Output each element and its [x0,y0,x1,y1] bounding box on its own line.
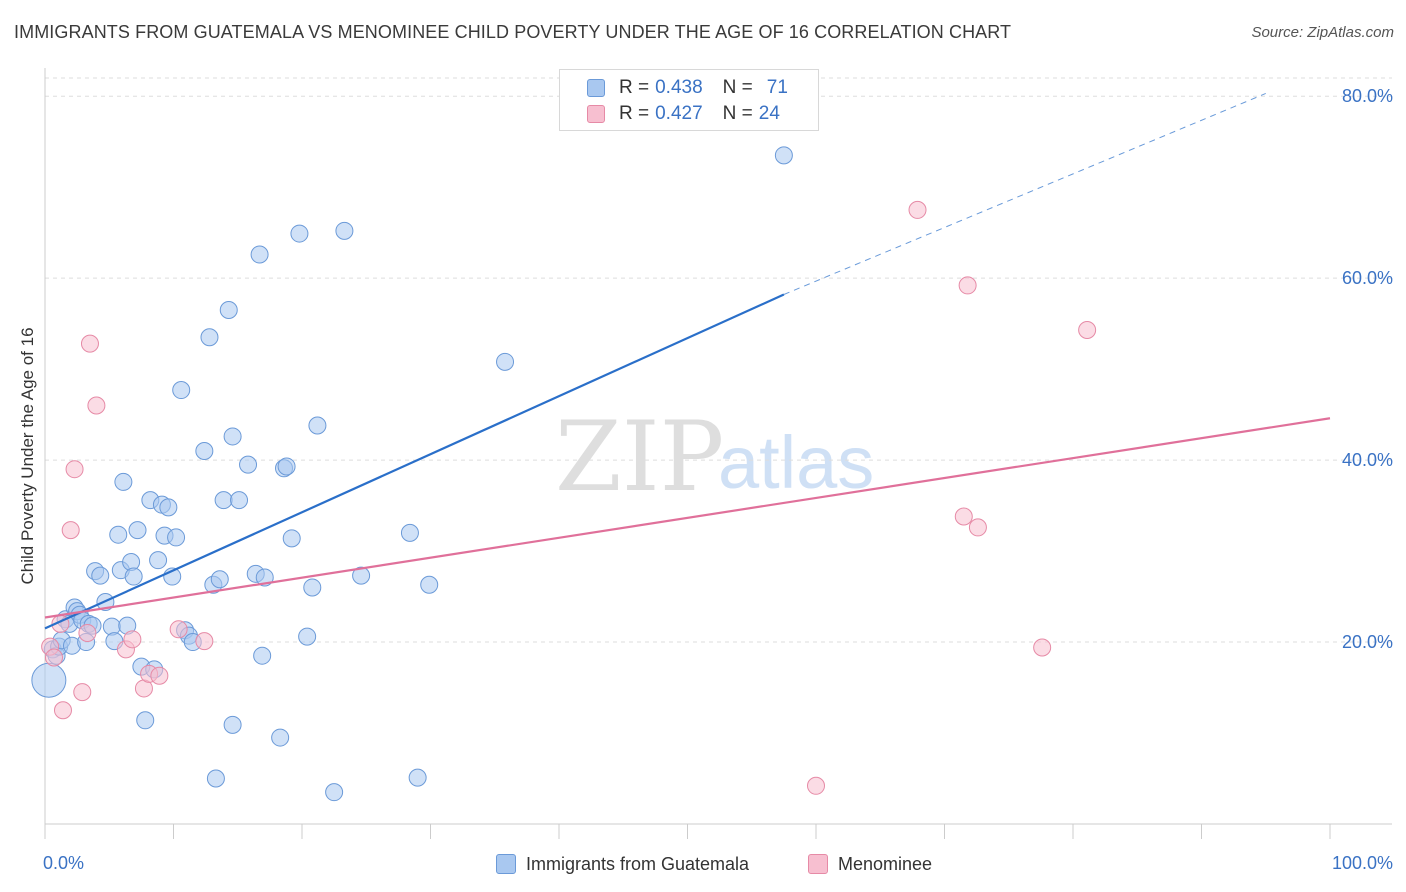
guatemala-point [128,521,147,540]
guatemala-point [400,523,419,542]
guatemala-point [298,627,317,646]
chart-title: IMMIGRANTS FROM GUATEMALA VS MENOMINEE C… [14,22,1012,42]
bottom-legend-label: Menominee [838,853,933,874]
guatemala-point [352,566,371,585]
menominee-point [1033,638,1052,657]
guatemala-point [239,455,258,474]
menominee-point [87,396,106,415]
bottom-legend-swatch-pink [808,854,828,874]
guatemala-point [167,528,186,547]
menominee-point [65,460,84,479]
guatemala-point [223,715,242,734]
legend-row-menominee: R = 0.427 N = 24 [560,101,780,127]
guatemala-point [335,221,354,240]
menominee-point [968,518,987,537]
guatemala-point [290,224,309,243]
guatemala-point [496,352,515,371]
y-tick-label: 60.0% [1342,268,1393,288]
menominee-point [954,507,973,526]
legend-r-label: R = [619,77,650,98]
legend-row-guatemala: R = 0.438 N = 71 [560,75,788,101]
legend-swatch-blue [587,79,605,97]
guatemala-point [774,146,793,165]
legend-r-value: 0.427 [655,103,703,124]
menominee-point [908,200,927,219]
menominee-point [150,666,169,685]
guatemala-point [250,245,269,264]
menominee-point [78,623,97,642]
guatemala-point [219,300,238,319]
bottom-legend-label: Immigrants from Guatemala [526,853,750,874]
guatemala-point [408,768,427,787]
menominee-point [44,648,63,667]
menominee-point [73,683,92,702]
guatemala-point [109,525,128,544]
menominee-trend-line [44,417,1331,619]
guatemala-point [200,328,219,347]
guatemala-point [31,662,67,698]
y-tick-label: 20.0% [1342,632,1393,652]
guatemala-point [91,566,110,585]
guatemala-point [149,551,168,570]
menominee-point [958,276,977,295]
menominee-point [123,630,142,649]
menominee-point [53,701,72,720]
menominee-point [807,776,825,795]
guatemala-point [172,381,191,400]
guatemala-point [159,498,178,517]
source-label: Source: ZipAtlas.com [1251,24,1394,41]
guatemala-point [303,578,322,597]
guatemala-point [114,472,133,491]
guatemala-trend-extension [783,93,1266,295]
guatemala-point [206,769,225,788]
menominee-point [80,334,99,353]
guatemala-point [282,529,301,548]
guatemala-point [271,728,290,747]
menominee-point [195,632,214,651]
x-tick-label-max: 100.0% [1332,853,1393,873]
correlation-legend: R = 0.438 N = 71 R = 0.427 N = 24 [559,69,819,131]
guatemala-point [210,570,229,589]
legend-r-value: 0.438 [655,77,703,98]
guatemala-point [230,491,249,510]
legend-n-value: 24 [758,103,780,124]
guatemala-point [214,491,233,510]
watermark-atlas: atlas [718,421,874,504]
guatemala-trend-line [44,293,785,630]
legend-n-label: N = [722,77,753,98]
bottom-legend-menominee: Menominee [808,851,932,877]
guatemala-point [253,646,272,665]
watermark-zip: ZIP [555,401,724,513]
guatemala-point [277,457,296,476]
legend-n-label: N = [722,103,753,124]
guatemala-point [325,783,344,802]
guatemala-point [195,442,214,460]
guatemala-point [420,575,439,594]
guatemala-point [308,416,327,435]
x-tick-label-min: 0.0% [43,853,84,873]
guatemala-point [136,711,155,730]
y-tick-label: 80.0% [1342,86,1393,106]
y-axis-label: Child Poverty Under the Age of 16 [18,327,37,585]
menominee-point [61,521,80,540]
legend-swatch-pink [587,105,605,123]
bottom-legend-guatemala: Immigrants from Guatemala [496,851,749,877]
bottom-legend-swatch-blue [496,854,516,874]
guatemala-point [124,567,143,586]
menominee-point [1078,321,1097,340]
menominee-point [169,620,188,639]
guatemala-point [223,427,242,446]
y-tick-label: 40.0% [1342,450,1393,470]
legend-n-value: 71 [766,77,788,98]
legend-r-label: R = [619,103,650,124]
